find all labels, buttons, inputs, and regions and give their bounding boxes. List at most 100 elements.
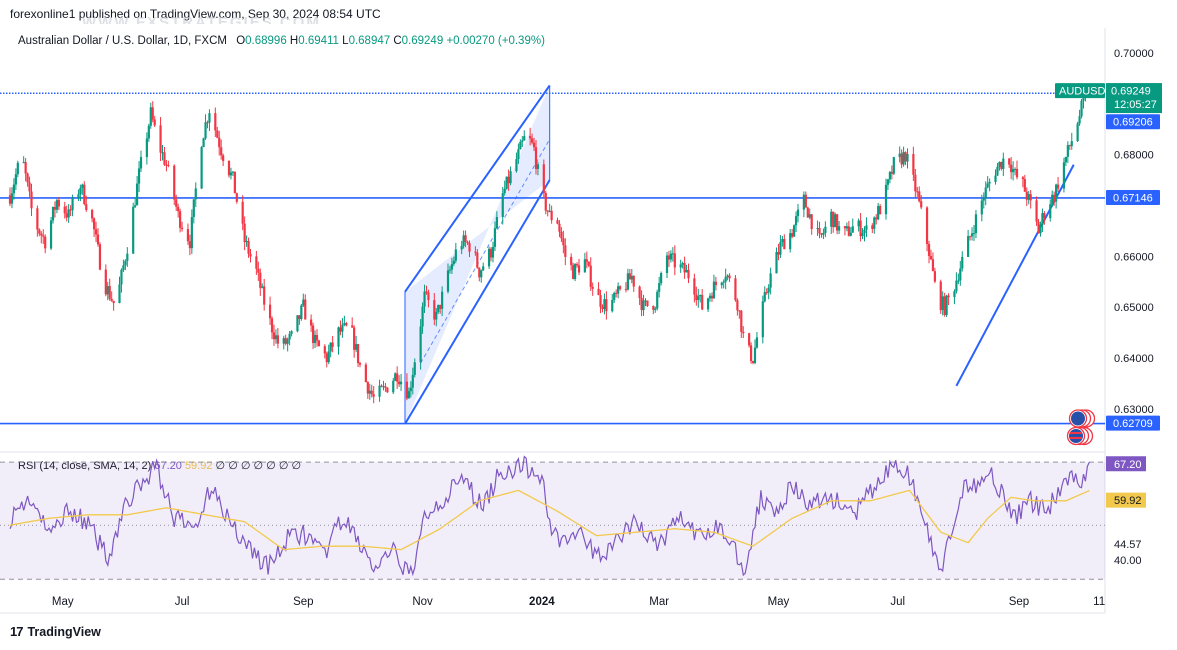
candle-body: [51, 206, 55, 221]
candle-body: [505, 176, 508, 189]
candle-body: [132, 206, 135, 254]
time-axis-tick: Nov: [412, 596, 433, 608]
candle-body: [327, 351, 330, 363]
candle-body: [44, 236, 47, 249]
candle-body: [900, 153, 903, 165]
candle-body: [515, 159, 518, 172]
candle-body: [206, 122, 209, 124]
candle-body: [1039, 224, 1042, 234]
candle-body: [994, 175, 997, 182]
candle-body: [738, 310, 741, 312]
candle-body: [83, 184, 86, 205]
candle-body: [167, 164, 170, 166]
candle-body: [806, 207, 809, 218]
candle-body: [85, 204, 88, 210]
candle-body: [560, 231, 563, 239]
candle-body: [777, 252, 780, 255]
candle-body: [137, 168, 141, 184]
candle-body: [175, 199, 178, 207]
candle-body: [646, 300, 649, 306]
us-flag-stripe: [1070, 437, 1082, 439]
candle-body: [755, 337, 759, 348]
publisher-line: forexonline1 published on TradingView.co…: [10, 7, 381, 21]
candle-body: [296, 315, 299, 332]
candle-body: [450, 264, 454, 270]
candle-body: [863, 229, 866, 234]
time-axis-tick: Jul: [890, 596, 905, 608]
candle-body: [69, 209, 72, 211]
candle-body: [1002, 158, 1005, 169]
candle-body: [91, 209, 94, 219]
candle-body: [413, 362, 416, 375]
candle-body: [955, 280, 958, 292]
candle-body: [188, 241, 191, 249]
candle-body: [577, 265, 581, 273]
candle-body: [476, 252, 479, 268]
candle-body: [1068, 145, 1071, 147]
tradingview-footer[interactable]: 17 TradingView: [10, 624, 101, 639]
candle-body: [875, 217, 878, 220]
candle-body: [241, 201, 244, 224]
candle-body: [153, 119, 156, 126]
candle-body: [466, 241, 469, 244]
candle-body: [575, 264, 579, 266]
candle-body: [1076, 123, 1079, 142]
candle-body: [710, 295, 714, 299]
candle-body: [259, 272, 262, 288]
candle-body: [110, 298, 113, 301]
candle-body: [1021, 177, 1024, 180]
candle-body: [834, 214, 837, 228]
rsi-band-fill: [0, 462, 1105, 580]
candle-body: [714, 281, 717, 286]
candle-body: [873, 217, 876, 229]
candle-body: [1051, 194, 1054, 205]
candle-body: [763, 292, 766, 302]
candle-body: [618, 286, 622, 290]
candle-body: [216, 130, 219, 138]
candle-body: [10, 193, 14, 204]
candle-body: [421, 306, 424, 327]
candle-body: [720, 282, 723, 286]
rsi-title[interactable]: RSI (14, close, SMA, 14, 2): [18, 460, 151, 472]
time-axis-tick: Sep: [293, 596, 313, 608]
candle-body: [837, 226, 841, 231]
au-flag-icon: [1068, 409, 1096, 428]
candle-body: [270, 318, 274, 333]
candle-body: [970, 233, 974, 237]
candle-body: [163, 152, 166, 165]
candle-body: [243, 223, 246, 243]
watermark: WWW.FXSTRATEGIES.COM: [82, 14, 321, 24]
candle-body: [765, 292, 768, 294]
candle-body: [810, 214, 813, 229]
candle-body: [509, 171, 512, 184]
level-badge-label: 0.67146: [1113, 192, 1153, 204]
candle-body: [274, 335, 278, 340]
candle-body: [534, 147, 538, 169]
candle-body: [245, 241, 248, 243]
candle-body: [589, 265, 592, 287]
candle-body: [36, 208, 39, 230]
time-axis-tick: May: [52, 596, 74, 608]
candle-body: [769, 273, 772, 288]
candle-body: [14, 174, 17, 185]
level-badge-label: 0.62709: [1113, 418, 1153, 430]
candle-body: [435, 311, 438, 320]
candle-body: [30, 191, 33, 209]
candle-body: [263, 286, 266, 305]
candle-body: [268, 304, 272, 319]
candle-body: [843, 226, 847, 229]
candle-body: [1025, 191, 1028, 200]
candle-body: [24, 162, 27, 174]
candle-body: [617, 286, 620, 294]
candle-body: [437, 304, 440, 312]
candle-body: [904, 152, 907, 162]
candle-body: [474, 251, 477, 253]
candle-body: [42, 235, 45, 237]
candle-body: [630, 275, 633, 280]
na-value: ∅: [254, 460, 264, 472]
symbol-title[interactable]: Australian Dollar / U.S. Dollar, 1D, FXC…: [18, 35, 227, 47]
candle-body: [706, 298, 710, 310]
candle-body: [200, 147, 203, 189]
candle-body: [120, 269, 123, 285]
